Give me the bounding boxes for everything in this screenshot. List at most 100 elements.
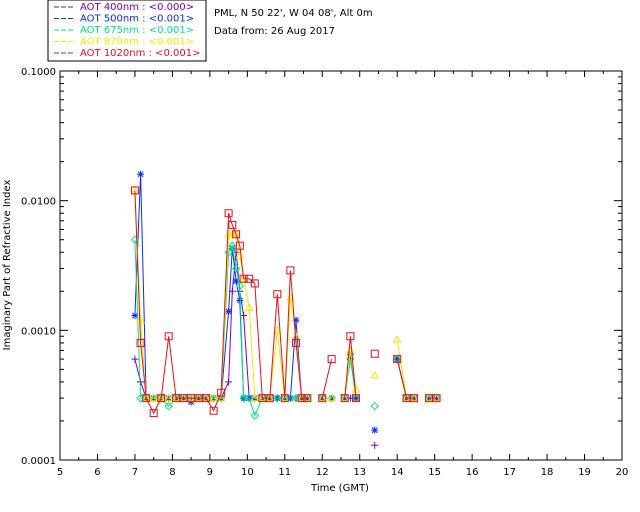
data-point — [250, 393, 260, 402]
data-point — [231, 264, 241, 273]
data-point — [432, 394, 441, 403]
x-tick-label: 8 — [169, 467, 175, 478]
x-tick-label: 20 — [616, 467, 629, 478]
data-point — [209, 406, 218, 415]
data-point — [209, 393, 218, 403]
data-point — [239, 393, 248, 403]
data-point — [156, 393, 166, 402]
x-tick-label: 16 — [466, 467, 479, 478]
data-point — [370, 349, 379, 358]
legend-entry: AOT 400nm : <0.000> — [80, 2, 194, 13]
data-point — [273, 290, 282, 299]
data-point — [164, 332, 173, 341]
data-point — [286, 266, 295, 275]
data-point — [142, 394, 151, 403]
x-tick-label: 17 — [503, 467, 516, 478]
x-tick-label: 18 — [541, 467, 554, 478]
data-point — [136, 338, 145, 347]
y-tick-label: 0.0100 — [21, 197, 56, 208]
data-point — [216, 393, 226, 403]
x-tick-label: 10 — [241, 467, 254, 478]
data-point — [433, 394, 441, 402]
data-point — [303, 394, 312, 403]
data-point — [202, 394, 211, 403]
data-point — [327, 393, 336, 402]
y-axis-label: Imaginary Part of Refractive Index — [2, 180, 13, 351]
x-tick-label: 7 — [132, 467, 138, 478]
data-point — [209, 393, 218, 402]
data-point — [137, 170, 145, 178]
data-point — [149, 393, 158, 403]
data-point — [149, 393, 159, 402]
data-point — [370, 401, 379, 411]
data-point — [292, 316, 300, 324]
data-point — [280, 393, 290, 402]
y-tick-label: 0.0010 — [21, 326, 56, 337]
data-point — [244, 393, 254, 403]
data-point — [131, 355, 139, 363]
data-point — [352, 394, 360, 402]
x-tick-label: 9 — [207, 467, 213, 478]
series-layer — [130, 170, 441, 449]
data-point — [228, 220, 237, 229]
data-point — [217, 388, 226, 397]
x-tick-label: 13 — [353, 467, 366, 478]
data-point — [371, 426, 379, 434]
data-point — [239, 274, 248, 283]
data-point — [164, 393, 174, 402]
data-point — [280, 394, 289, 403]
data-series — [130, 235, 441, 420]
data-point — [136, 315, 145, 324]
legend-entry: AOT 870nm : <0.001> — [80, 37, 194, 48]
data-point — [225, 307, 233, 315]
data-point — [371, 441, 379, 449]
data-point — [235, 281, 245, 291]
data-point — [235, 241, 244, 250]
data-point — [164, 401, 173, 411]
y-tick-label: 0.0001 — [21, 456, 56, 467]
series-line — [134, 190, 437, 415]
data-point — [244, 302, 254, 311]
data-point — [141, 393, 151, 402]
x-tick-label: 15 — [428, 467, 441, 478]
y-tick-label: 0.1000 — [21, 67, 56, 78]
x-tick-label: 6 — [94, 467, 100, 478]
data-point — [131, 312, 139, 320]
data-point — [265, 394, 274, 403]
data-point — [250, 411, 260, 420]
data-point — [318, 394, 326, 402]
axis-ticks: 5 6 7 8 9 10 11 12 13 14 15 16 17 18 19 20 0.0001 0.0010 0… — [21, 67, 628, 478]
data-point — [346, 332, 355, 341]
data-point — [318, 394, 327, 403]
data-point — [351, 384, 361, 393]
data-point — [232, 230, 241, 239]
data-point — [317, 393, 327, 402]
data-point — [392, 334, 402, 343]
data-point — [341, 394, 349, 402]
data-point — [228, 241, 237, 250]
data-point — [327, 393, 336, 403]
data-point — [351, 394, 360, 403]
data-point — [328, 394, 336, 402]
data-point — [235, 250, 245, 259]
data-point — [149, 409, 158, 418]
legend-entry: AOT 500nm : <0.001> — [80, 14, 194, 25]
x-tick-label: 12 — [316, 467, 329, 478]
data-point — [273, 393, 282, 403]
data-point — [224, 248, 233, 257]
date-info: Data from: 26 Aug 2017 — [214, 26, 335, 37]
data-point — [272, 325, 282, 334]
data-point — [224, 209, 233, 218]
data-point — [292, 338, 301, 347]
data-point — [130, 186, 139, 195]
legend: AOT 400nm : <0.000>AOT 500nm : <0.001> AO… — [47, 0, 207, 62]
data-point — [250, 279, 259, 288]
legend-box — [47, 0, 207, 62]
data-point — [245, 274, 254, 283]
data-point — [157, 394, 166, 403]
x-tick-label: 14 — [391, 467, 404, 478]
data-point — [297, 394, 306, 403]
data-point — [340, 393, 350, 402]
data-point — [370, 370, 380, 379]
